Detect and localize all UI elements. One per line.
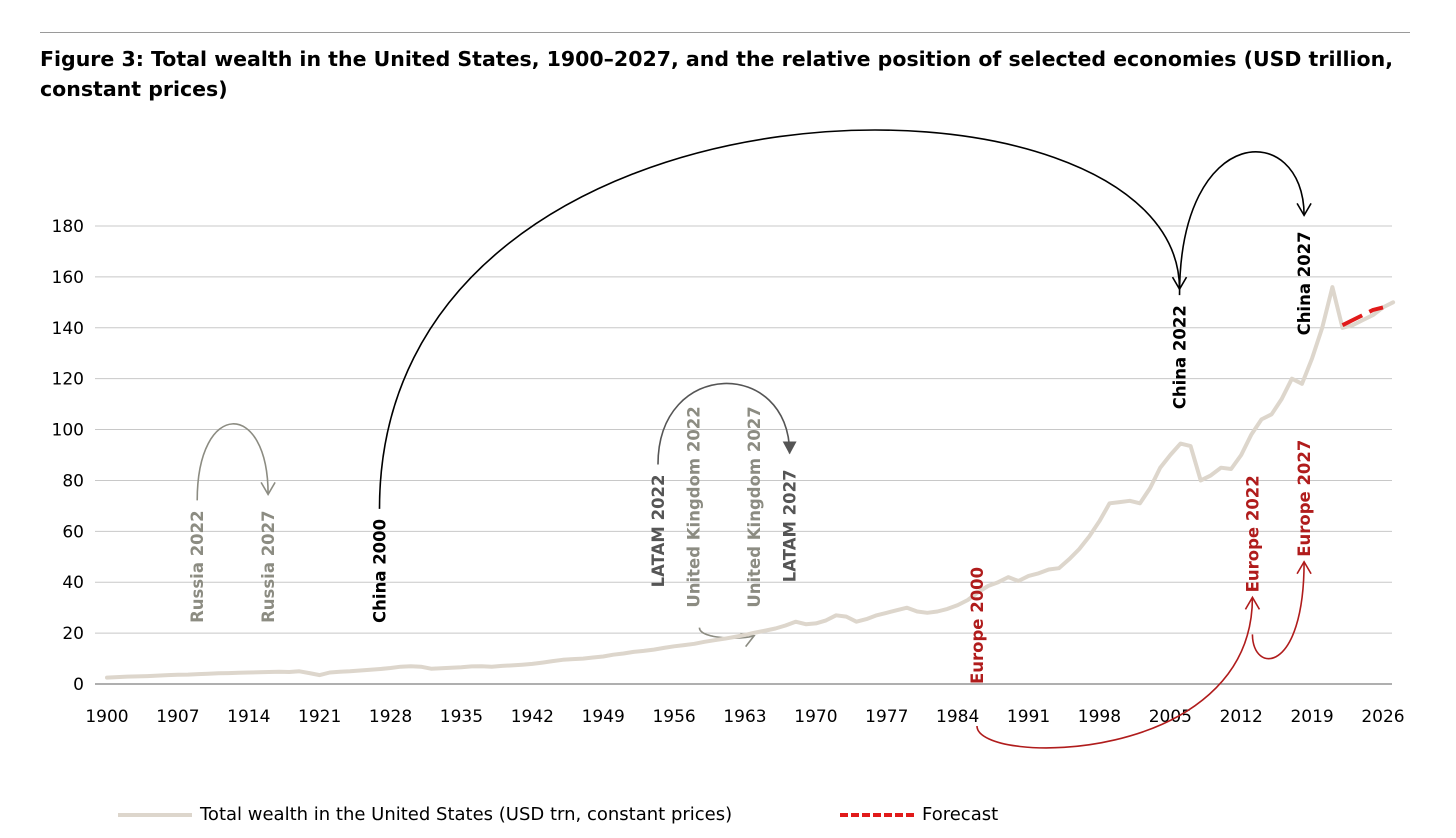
- x-tick-label: 1963: [723, 707, 766, 727]
- legend-us-wealth-swatch: [118, 813, 192, 817]
- series-line-forecast: [1341, 305, 1384, 327]
- arrow-russia-2022: [196, 423, 276, 501]
- label-latam-2022: LATAM 2022: [649, 474, 668, 587]
- arrow-europe-2022: [1251, 560, 1312, 660]
- y-tick-label: 60: [62, 522, 84, 542]
- arrow-china-2022: [1178, 151, 1312, 296]
- legend-forecast-swatch: [840, 813, 914, 817]
- legend-us-wealth-label: Total wealth in the United States (USD t…: [200, 804, 733, 825]
- x-tick-label: 2026: [1361, 707, 1404, 727]
- y-tick-label: 160: [52, 268, 84, 288]
- arrow-latam-2022: [657, 382, 797, 465]
- label-latam-2027: LATAM 2027: [781, 469, 800, 582]
- label-europe-2000: Europe 2000: [968, 567, 987, 684]
- legend-forecast-label: Forecast: [922, 804, 999, 825]
- series-line-us-wealth: [105, 285, 1396, 680]
- x-tick-label: 2012: [1220, 707, 1263, 727]
- y-tick-label: 120: [52, 370, 84, 390]
- x-tick-label: 1970: [794, 707, 837, 727]
- y-tick-label: 0: [73, 675, 84, 695]
- y-tick-label: 80: [62, 471, 84, 491]
- y-tick-label: 140: [52, 319, 84, 339]
- x-tick-label: 1991: [1007, 707, 1050, 727]
- x-axis-ticks: 1900 1907 1914 1921 1928 1935 1942 1949 1956 1963…: [85, 707, 1404, 727]
- x-tick-label: 1998: [1078, 707, 1121, 727]
- economy-labels: Russia 2022 Russia 2027 China 2000 LATAM 20…: [188, 231, 1314, 684]
- y-axis-ticks: 0 20 40 60 80 100 120 140 160 180: [52, 217, 84, 695]
- y-tick-label: 40: [62, 573, 84, 593]
- x-tick-label: 1921: [298, 707, 341, 727]
- x-tick-label: 1956: [652, 707, 695, 727]
- arrow-europe-2000: [976, 595, 1261, 749]
- label-china-2000: China 2000: [370, 519, 389, 623]
- arrow-china-2000: [378, 129, 1188, 509]
- x-tick-label: 1977: [865, 707, 908, 727]
- x-tick-label: 1907: [156, 707, 199, 727]
- x-tick-label: 1949: [582, 707, 625, 727]
- x-tick-label: 1900: [85, 707, 128, 727]
- series-lines: [105, 285, 1396, 680]
- x-tick-label: 1935: [440, 707, 483, 727]
- x-tick-label: 2019: [1290, 707, 1333, 727]
- transition-arrows: [196, 129, 1312, 749]
- legend-forecast: Forecast: [840, 800, 998, 830]
- x-tick-label: 1928: [369, 707, 412, 727]
- label-russia-2022: Russia 2022: [188, 510, 207, 623]
- legend-us-wealth: Total wealth in the United States (USD t…: [118, 800, 732, 830]
- chart-title: Figure 3: Total wealth in the United Sta…: [40, 47, 1394, 101]
- gridlines: [95, 225, 1392, 685]
- label-europe-2022: Europe 2022: [1243, 475, 1262, 592]
- x-tick-label: 1914: [227, 707, 270, 727]
- label-united-kingdom-2022: United Kingdom 2022: [684, 406, 703, 607]
- x-tick-label: 1942: [511, 707, 554, 727]
- x-tick-label: 1984: [936, 707, 979, 727]
- y-tick-label: 100: [52, 421, 84, 441]
- label-china-2022: China 2022: [1171, 305, 1190, 409]
- x-tick-label: 2005: [1149, 707, 1192, 727]
- label-russia-2027: Russia 2027: [259, 510, 278, 623]
- label-china-2027: China 2027: [1295, 231, 1314, 335]
- top-rule: [40, 32, 1410, 33]
- label-europe-2027: Europe 2027: [1295, 440, 1314, 557]
- y-tick-label: 180: [52, 217, 84, 237]
- y-tick-label: 20: [62, 624, 84, 644]
- label-united-kingdom-2027: United Kingdom 2027: [745, 406, 764, 607]
